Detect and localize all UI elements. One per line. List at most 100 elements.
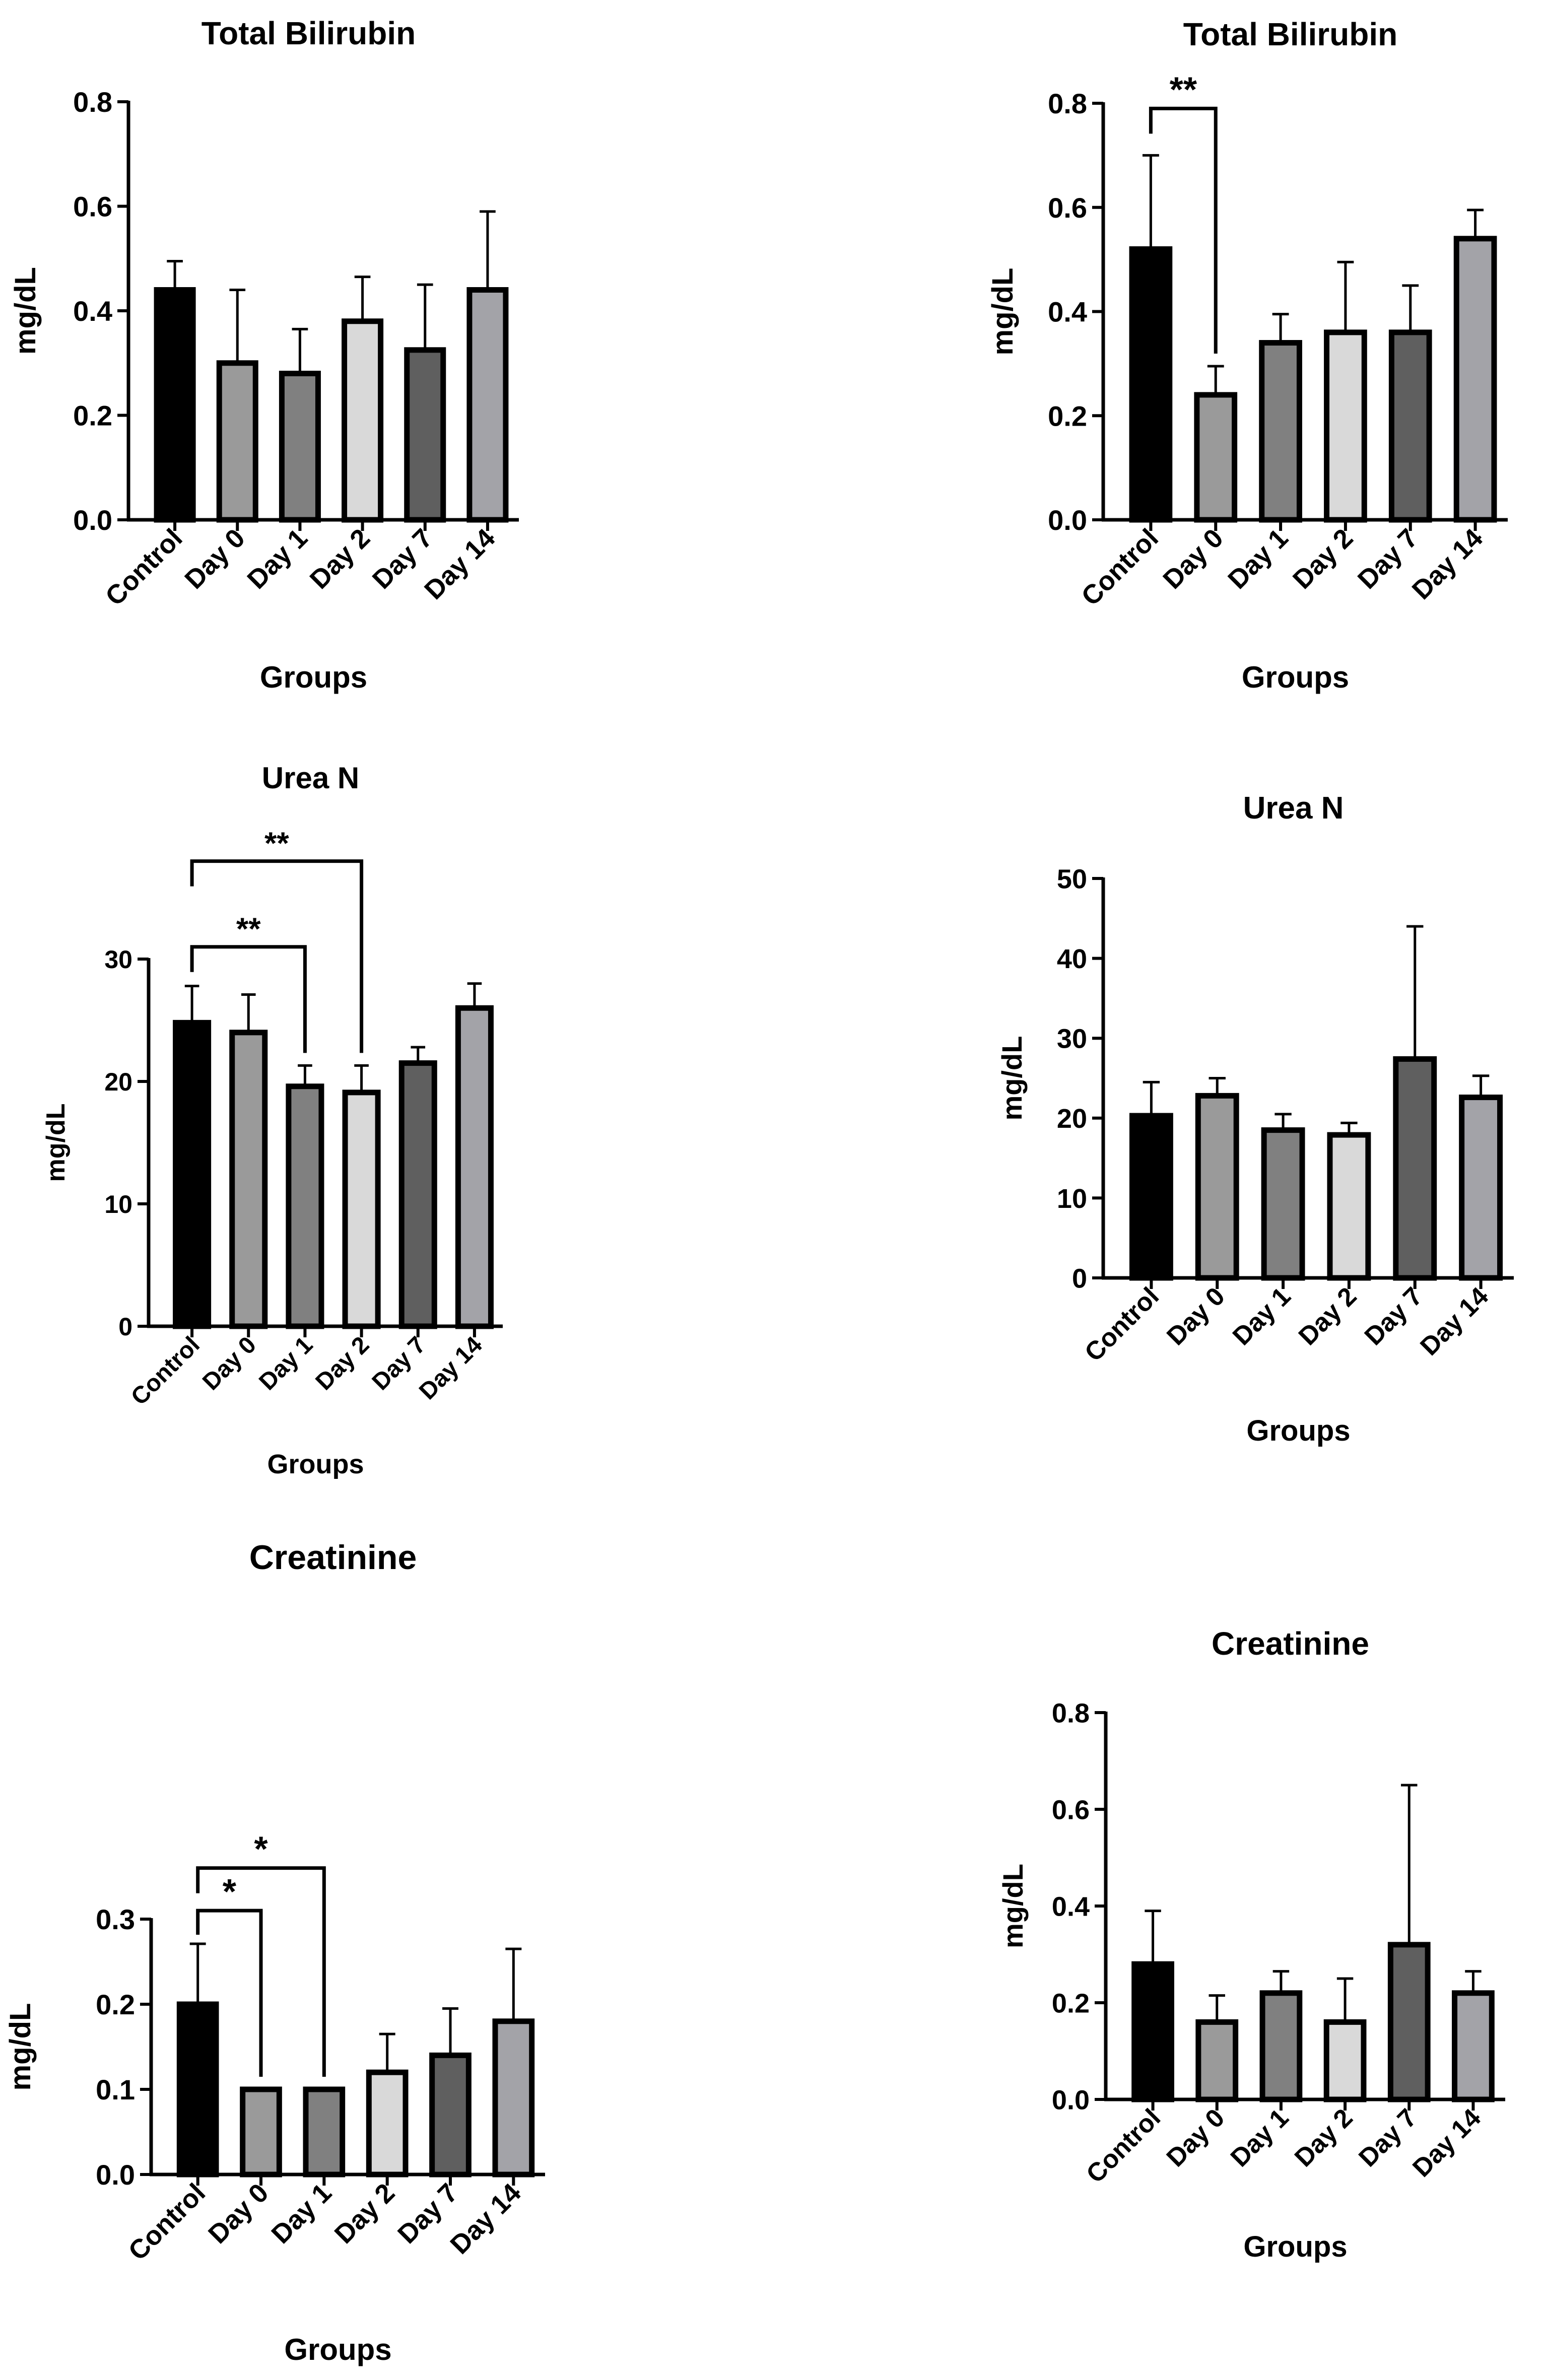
panel-4-ytick-label-2: 20	[1057, 1104, 1087, 1134]
panel-3-errorbar-day-1	[298, 1064, 312, 1086]
panel-6-xtick-label-day-14: Day 14	[1407, 2103, 1487, 2183]
panel-1-xtick-label-control: Control	[100, 523, 188, 611]
panel-5-ytick-label-0: 0.0	[96, 2159, 135, 2191]
panel-1-errorbar-day-0	[229, 289, 246, 363]
panel-2-significance-bracket-1: **	[1149, 70, 1218, 354]
panel-6-ytick-label-0: 0.0	[1052, 2085, 1090, 2115]
panel-4-ytick-label-4: 40	[1057, 944, 1087, 974]
panel-2-ytick-label-0: 0.0	[1048, 504, 1087, 536]
panel-3-errorbar-control	[184, 984, 199, 1023]
panel-5-xtick-label-day-1: Day 1	[266, 2178, 338, 2250]
panel-5-significance-line-2	[196, 1866, 326, 2077]
panel-4-ytick-label-0: 0	[1072, 1263, 1087, 1294]
panel-5-bar-day-14	[492, 2018, 535, 2178]
panel-2-xtick-label-day-1: Day 1	[1222, 523, 1294, 595]
panel-2-bar-day-14	[1453, 236, 1497, 523]
panel-4-xtick-label-day-0: Day 0	[1161, 1281, 1230, 1350]
panel-3-title: Urea N	[262, 761, 359, 795]
panel-6-xlabel: Groups	[1243, 2230, 1347, 2263]
panel-2-bar-day-1	[1259, 340, 1302, 523]
panel-4-errorbar-control	[1143, 1080, 1160, 1116]
panel-4-ylabel: mg/dL	[996, 1036, 1028, 1121]
panel-3-significance-label-2: **	[264, 826, 289, 861]
panel-6-chart: Creatininemg/dL0.00.20.40.60.8ControlDay…	[997, 1625, 1505, 2263]
panel-3-xtick-label-day-14: Day 14	[414, 1331, 488, 1405]
panel-3-bar-day-14	[455, 1005, 494, 1329]
panel-2-errorbar-day-14	[1467, 209, 1484, 239]
panel-3-xtick-label-day-0: Day 0	[197, 1331, 261, 1395]
panel-1-title: Total Bilirubin	[202, 15, 416, 51]
panel-6-ytick-label-2: 0.4	[1052, 1891, 1090, 1922]
panel-5-significance-label-2: *	[254, 1829, 268, 1869]
panel-3-xtick-label-day-2: Day 2	[310, 1331, 374, 1395]
panel-1-bar-day-1	[279, 371, 321, 523]
panel-4-bar-day-1	[1261, 1127, 1305, 1281]
panel-3-significance-label-1: **	[236, 912, 261, 947]
panel-4-bar-day-2	[1327, 1132, 1371, 1281]
panel-5-ytick-label-2: 0.2	[96, 1989, 135, 2020]
panel-6-bar-day-14	[1452, 1990, 1495, 2102]
panel-6-bar-day-2	[1323, 2019, 1367, 2102]
panel-3-errorbar-day-0	[241, 993, 256, 1033]
panel-4-ytick-label-3: 30	[1057, 1024, 1087, 1054]
panel-6-xtick-label-day-2: Day 2	[1289, 2103, 1358, 2172]
panel-3-significance-bracket-2: **	[190, 826, 364, 1053]
panel-5-significance-bracket-2: *	[196, 1829, 326, 2077]
panel-4-xtick-label-control: Control	[1079, 1281, 1164, 1367]
panel-6-ytick-label-3: 0.6	[1052, 1795, 1090, 1825]
panel-4-errorbar-day-14	[1472, 1074, 1490, 1098]
panel-3-bar-control	[173, 1019, 212, 1329]
panel-6-bar-day-7	[1387, 1942, 1431, 2102]
panel-5-xtick-label-day-0: Day 0	[203, 2178, 274, 2250]
panel-5-xlabel: Groups	[284, 2333, 391, 2366]
panel-5-bar-day-1	[303, 2086, 346, 2178]
panel-1-ytick-label-2: 0.4	[73, 295, 112, 327]
panel-5-xtick-label-day-2: Day 2	[329, 2178, 400, 2250]
panel-6-errorbar-day-7	[1401, 1784, 1418, 1945]
panel-2-bar-day-0	[1194, 392, 1238, 523]
panel-3-bar-day-7	[398, 1060, 437, 1329]
panel-2-errorbar-control	[1142, 154, 1159, 249]
panel-2-significance-label-1: **	[1170, 70, 1197, 109]
panel-2-ytick-label-4: 0.8	[1048, 88, 1087, 119]
panel-2-errorbar-day-1	[1272, 313, 1289, 343]
panel-2-errorbar-day-0	[1207, 365, 1224, 395]
panel-1-errorbar-day-2	[354, 276, 371, 321]
panel-1-errorbar-day-7	[417, 283, 433, 350]
panel-6-errorbar-day-1	[1272, 1970, 1290, 1993]
panel-3-bar-day-0	[229, 1030, 268, 1329]
panel-3-ytick-label-3: 30	[104, 945, 132, 974]
panel-1-errorbar-day-14	[480, 210, 496, 290]
panel-5-bar-day-7	[429, 2052, 472, 2178]
panel-5-significance-bracket-1: *	[196, 1872, 263, 2077]
panel-6-errorbar-day-2	[1336, 1977, 1354, 2022]
panel-1-xtick-label-day-2: Day 2	[304, 523, 376, 595]
panel-6-bar-control	[1131, 1961, 1174, 2102]
panel-5-errorbar-day-7	[442, 2007, 458, 2056]
panel-2-xtick-label-control: Control	[1076, 523, 1164, 611]
panel-4-ytick-label-5: 50	[1057, 864, 1087, 894]
panel-2-errorbar-day-7	[1402, 284, 1419, 332]
panel-4-ytick-label-1: 10	[1057, 1184, 1087, 1214]
panel-5-ytick-label-3: 0.3	[96, 1903, 135, 1935]
panel-1-bar-day-7	[404, 347, 446, 523]
panel-2-bar-day-7	[1388, 329, 1432, 523]
panel-5-ytick-label-1: 0.1	[96, 2074, 135, 2105]
panel-1-errorbar-control	[167, 259, 183, 290]
panel-2-ytick-label-2: 0.4	[1048, 296, 1087, 328]
panel-6-title: Creatinine	[1212, 1625, 1369, 1662]
panel-5-xtick-label-day-14: Day 14	[445, 2178, 527, 2260]
panel-6-ytick-label-4: 0.8	[1052, 1698, 1090, 1728]
panel-3-errorbar-day-14	[467, 982, 482, 1008]
panel-1-xtick-label-day-0: Day 0	[179, 523, 251, 595]
panel-2-significance-line-1	[1149, 106, 1218, 354]
panel-3-ytick-label-2: 20	[104, 1068, 132, 1096]
panel-3-xtick-label-day-1: Day 1	[254, 1331, 318, 1395]
panel-5-bar-control	[176, 2001, 219, 2178]
panel-3-ytick-label-0: 0	[118, 1313, 132, 1341]
panel-5-errorbar-day-2	[379, 2032, 395, 2073]
panel-1-bar-day-0	[216, 360, 258, 523]
